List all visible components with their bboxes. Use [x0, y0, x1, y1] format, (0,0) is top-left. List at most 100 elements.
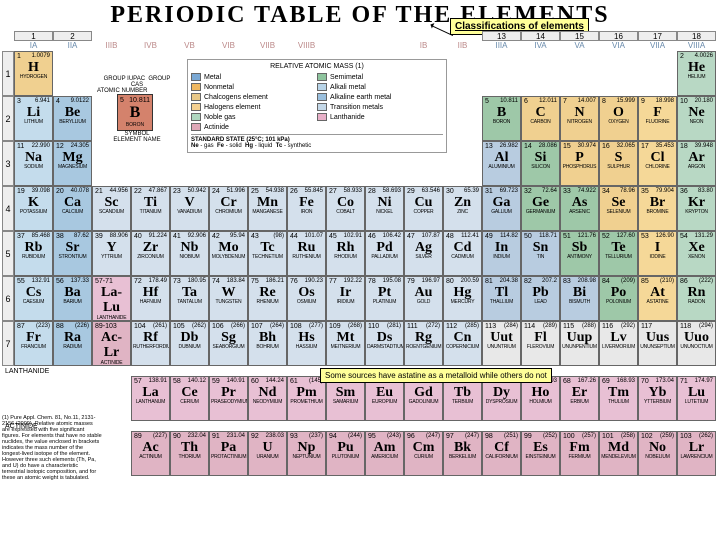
group-roman: VB [170, 41, 209, 51]
element-cell: 91231.04PaPROTACTINIUM [209, 431, 248, 476]
element-cell: 77192.22IrIRIDIUM [326, 276, 365, 321]
element-cell: 2963.546CuCOPPER [404, 186, 443, 231]
element-cell: 98(251)CfCALIFORNIUM [482, 431, 521, 476]
element-cell: 101(258)MdMENDELEVIUM [599, 431, 638, 476]
element-cell: 815.999OOXYGEN [599, 96, 638, 141]
element-cell: 94(244)PuPLUTONIUM [326, 431, 365, 476]
group-roman: VIIB [248, 41, 287, 51]
element-cell: 76190.23OsOSMIUM [287, 276, 326, 321]
element-cell: 72178.49HfHAFNIUM [131, 276, 170, 321]
element-cell: 110(281)DsDARMSTADTIUM [365, 321, 404, 366]
group-roman: IA [14, 41, 53, 51]
group-roman: VIIA [638, 41, 677, 51]
element-cell: 3478.96SeSELENIUM [599, 186, 638, 231]
element-cell: 46106.42PdPALLADIUM [365, 231, 404, 276]
group-roman: VIIIA [677, 41, 716, 51]
element-cell: 68167.26ErERBIUM [560, 376, 599, 421]
element-cell: 82207.2PbLEAD [521, 276, 560, 321]
periodic-table: 123456789101112131415161718IAIIAIIIBIVBV… [2, 31, 718, 476]
element-cell: 1632.065SSULPHUR [599, 141, 638, 186]
period-number: 2 [2, 96, 14, 141]
element-cell: 3988.906YYTTRIUM [92, 231, 131, 276]
period-number: 4 [2, 186, 14, 231]
element-cell: 56137.33BaBARIUM [53, 276, 92, 321]
group-roman: IB [404, 41, 443, 51]
actinide-label: ACTINIDE [2, 421, 718, 431]
callout-astatine: Some sources have astatine as a metalloi… [320, 368, 552, 383]
element-cell: 2758.933CoCOBALT [326, 186, 365, 231]
element-cell: 4295.94MoMOLYBDENUM [209, 231, 248, 276]
element-cell: 71174.97LuLUTETIUM [677, 376, 716, 421]
element-cell: 2554.938MnMANGANESE [248, 186, 287, 231]
element-cell: 45102.91RhRHODIUM [326, 231, 365, 276]
element-cell: 69168.93TmTHULIUM [599, 376, 638, 421]
element-cell: 44101.07RuRUTHENIUM [287, 231, 326, 276]
element-cell: 88(226)RaRADIUM [53, 321, 92, 366]
element-cell: 53126.90IIODINE [638, 231, 677, 276]
element-cell: 1020.180NeNEON [677, 96, 716, 141]
group-number: 17 [638, 31, 677, 41]
element-cell: 112(285)CnCOPERNICIUM [443, 321, 482, 366]
group-roman: IIB [443, 41, 482, 51]
element-cell: 58140.12CeCERIUM [170, 376, 209, 421]
period-number: 6 [2, 276, 14, 321]
element-cell: 3887.62SrSTRONTIUM [53, 231, 92, 276]
element-cell: 55132.91CsCAESIUM [14, 276, 53, 321]
element-cell: 111(272)RgROENTGENIUM [404, 321, 443, 366]
group-roman: VIIIB [287, 41, 326, 51]
element-cell: 100(257)FmFERMIUM [560, 431, 599, 476]
element-cell: 3272.64GeGERMANIUM [521, 186, 560, 231]
group-number: 14 [521, 31, 560, 41]
element-cell: 103(262)LrLAWRENCIUM [677, 431, 716, 476]
element-cell: 510.811BBORON [482, 96, 521, 141]
element-cell: 107(264)BhBOHRIUM [248, 321, 287, 366]
element-cell: 714.007NNITROGEN [560, 96, 599, 141]
element-cell: 2144.956ScSCANDIUM [92, 186, 131, 231]
element-cell: 1939.098KPOTASSIUM [14, 186, 53, 231]
page-title: PERIODIC TABLE OF THE ELEMENTS [0, 0, 720, 31]
element-cell: 52127.60TeTELLURIUM [599, 231, 638, 276]
element-cell: 36.941LiLITHIUM [14, 96, 53, 141]
element-cell: 79196.97AuGOLD [404, 276, 443, 321]
element-cell: 3374.922AsARSENIC [560, 186, 599, 231]
period-number: 1 [2, 51, 14, 96]
element-cell: 2247.867TiTITANIUM [131, 186, 170, 231]
group-roman [326, 41, 365, 51]
element-cell: 89(227)AcACTINIUM [131, 431, 170, 476]
element-cell: 1224.305MgMAGNESIUM [53, 141, 92, 186]
element-cell: 51121.76SbANTIMONY [560, 231, 599, 276]
element-cell: 3579.904BrBROMINE [638, 186, 677, 231]
element-cell: 2451.996CrCHROMIUM [209, 186, 248, 231]
element-cell: 54131.29XeXENON [677, 231, 716, 276]
element-cell: 59140.91PrPRASEODYMIUM [209, 376, 248, 421]
element-cell: 84(209)PoPOLONIUM [599, 276, 638, 321]
element-cell: 113(284)UutUNUNTRIUM [482, 321, 521, 366]
element-cell: 109(268)MtMEITNERIUM [326, 321, 365, 366]
element-cell: 2858.693NiNICKEL [365, 186, 404, 231]
element-cell: 75186.21ReRHENIUM [248, 276, 287, 321]
element-cell: 92238.03UURANIUM [248, 431, 287, 476]
element-cell: 2655.845FeIRON [287, 186, 326, 231]
group-number: 1 [14, 31, 53, 41]
group-roman: IIIA [482, 41, 521, 51]
element-cell: 3065.39ZnZINC [443, 186, 482, 231]
group-number: 18 [677, 31, 716, 41]
element-cell: 106(266)SgSEABORGIUM [209, 321, 248, 366]
element-cell: 2350.942VVANADIUM [170, 186, 209, 231]
group-roman: VIA [599, 41, 638, 51]
period-number: 3 [2, 141, 14, 186]
element-cell: 78195.08PtPLATINUM [365, 276, 404, 321]
group-roman: IIA [53, 41, 92, 51]
element-cell: 57-71La-LuLanthanide [92, 276, 131, 321]
element-cell: 93(237)NpNEPTUNIUM [287, 431, 326, 476]
element-cell: 105(262)DbDUBNIUM [170, 321, 209, 366]
element-cell: 1326.982AlALUMINIUM [482, 141, 521, 186]
element-cell: 24.0026HeHELIUM [677, 51, 716, 96]
element-cell: 97(247)BkBERKELIUM [443, 431, 482, 476]
element-cell: 1428.086SiSILICON [521, 141, 560, 186]
element-cell: 3683.80KrKRYPTON [677, 186, 716, 231]
element-cell: 85(210)AtASTATINE [638, 276, 677, 321]
period-number: 5 [2, 231, 14, 276]
element-cell: 57138.91LaLANTHANUM [131, 376, 170, 421]
group-number: 2 [53, 31, 92, 41]
